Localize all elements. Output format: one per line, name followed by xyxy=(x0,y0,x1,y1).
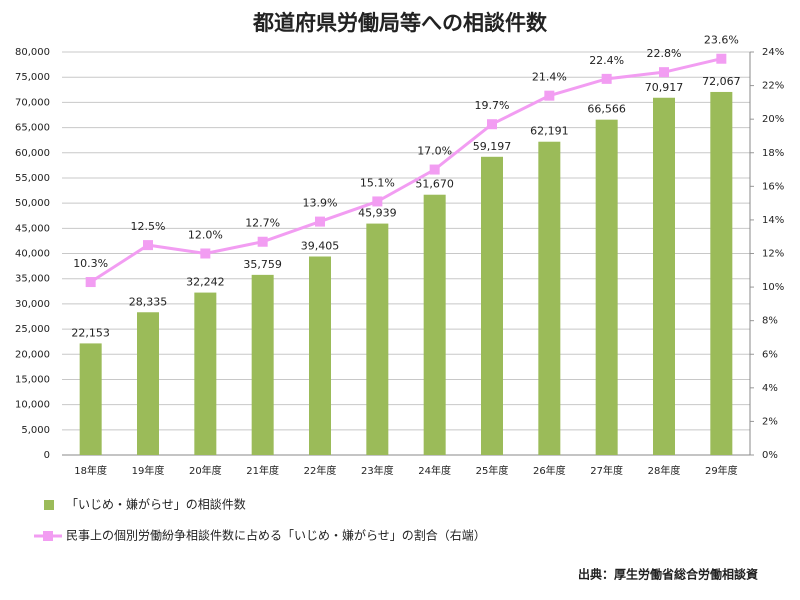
tick-label: 65,000 xyxy=(15,123,50,134)
legend-label: 「いじめ・嫌がらせ」の相談件数 xyxy=(66,497,246,512)
marker xyxy=(659,67,669,78)
x-tick-label: 29年度 xyxy=(705,464,738,477)
data-label: 28,335 xyxy=(129,295,168,308)
x-tick-label: 27年度 xyxy=(590,464,623,477)
data-label: 51,670 xyxy=(415,178,454,191)
bar xyxy=(423,194,446,455)
data-label: 32,242 xyxy=(186,276,225,289)
tick-label: 4% xyxy=(762,383,778,394)
legend-label: 民事上の個別労働紛争相談件数に占める「いじめ・嫌がらせ」の割合（右端） xyxy=(66,528,486,543)
bar xyxy=(366,223,389,455)
tick-label: 50,000 xyxy=(15,198,50,209)
marker xyxy=(315,216,325,227)
tick-label: 20% xyxy=(762,114,784,125)
marker xyxy=(200,248,211,259)
tick-label: 80,000 xyxy=(15,47,50,58)
tick-label: 8% xyxy=(762,316,778,327)
tick-label: 22% xyxy=(762,81,784,92)
x-tick-label: 23年度 xyxy=(361,464,394,477)
bar xyxy=(595,119,618,456)
tick-label: 75,000 xyxy=(15,72,50,83)
bar xyxy=(309,256,331,455)
data-label: 21.4% xyxy=(532,71,567,84)
tick-label: 24% xyxy=(762,47,784,58)
marker xyxy=(544,90,555,101)
data-label: 19.7% xyxy=(475,99,510,112)
data-label: 66,566 xyxy=(587,103,626,116)
tick-label: 40,000 xyxy=(15,249,50,260)
tick-label: 0% xyxy=(762,450,778,461)
data-label: 70,917 xyxy=(645,81,684,94)
tick-label: 35,000 xyxy=(15,274,50,285)
data-label: 62,191 xyxy=(530,125,569,138)
data-label: 45,939 xyxy=(358,207,397,220)
tick-label: 25,000 xyxy=(15,324,50,335)
data-label: 22.4% xyxy=(589,54,624,67)
data-label: 15.1% xyxy=(360,176,395,189)
data-label: 23.6% xyxy=(704,34,739,47)
data-label: 22,153 xyxy=(71,326,110,339)
tick-label: 0 xyxy=(44,450,50,461)
tick-label: 60,000 xyxy=(15,148,50,159)
tick-label: 70,000 xyxy=(15,97,50,108)
tick-label: 15,000 xyxy=(15,374,50,385)
marker xyxy=(601,73,612,84)
data-label: 35,759 xyxy=(243,258,282,271)
data-label: 17.0% xyxy=(417,145,452,158)
tick-label: 16% xyxy=(762,181,784,192)
bar xyxy=(481,156,503,455)
chart-title: 都道府県労働局等への相談件数 xyxy=(252,11,548,35)
legend-swatch xyxy=(43,531,53,541)
x-tick-label: 21年度 xyxy=(246,464,279,477)
bar xyxy=(653,97,675,455)
legend-swatch xyxy=(44,500,54,510)
x-tick-label: 25年度 xyxy=(476,464,509,477)
bar xyxy=(710,91,733,455)
tick-label: 2% xyxy=(762,416,778,427)
x-tick-label: 18年度 xyxy=(74,464,107,477)
marker xyxy=(716,53,727,64)
bar xyxy=(194,292,217,455)
x-tick-label: 22年度 xyxy=(304,464,337,477)
x-tick-label: 20年度 xyxy=(189,464,222,477)
line xyxy=(89,57,722,284)
data-label: 39,405 xyxy=(301,239,340,252)
marker xyxy=(429,164,440,175)
tick-label: 5,000 xyxy=(21,425,50,436)
marker xyxy=(85,277,96,288)
data-label: 12.7% xyxy=(245,217,280,230)
tick-label: 12% xyxy=(762,249,784,260)
tick-label: 10,000 xyxy=(15,400,50,411)
tick-label: 30,000 xyxy=(15,299,50,310)
source-note: 出典：厚生労働省総合労働相談資 xyxy=(578,567,758,582)
marker xyxy=(372,196,383,207)
bar xyxy=(538,141,561,456)
bar xyxy=(137,312,159,455)
x-tick-label: 26年度 xyxy=(533,464,566,477)
bar xyxy=(251,274,274,455)
tick-label: 55,000 xyxy=(15,173,50,184)
tick-label: 45,000 xyxy=(15,223,50,234)
data-label: 12.0% xyxy=(188,229,223,242)
marker xyxy=(257,236,268,247)
x-tick-label: 19年度 xyxy=(132,464,165,477)
data-label: 13.9% xyxy=(303,197,338,210)
tick-label: 18% xyxy=(762,148,784,159)
data-label: 72,067 xyxy=(702,75,741,88)
x-tick-label: 28年度 xyxy=(648,464,681,477)
data-label: 10.3% xyxy=(73,257,108,270)
tick-label: 20,000 xyxy=(15,349,50,360)
data-label: 59,197 xyxy=(473,140,512,153)
data-label: 12.5% xyxy=(131,220,166,233)
tick-label: 10% xyxy=(762,282,784,293)
x-tick-label: 24年度 xyxy=(418,464,451,477)
data-label: 22.8% xyxy=(647,47,682,60)
tick-label: 6% xyxy=(762,349,778,360)
marker xyxy=(143,240,153,251)
bar xyxy=(79,343,102,455)
tick-label: 14% xyxy=(762,215,784,226)
marker xyxy=(487,119,497,130)
